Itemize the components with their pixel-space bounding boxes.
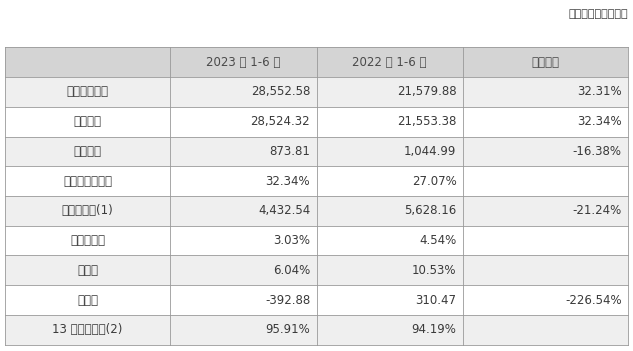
Text: 310.47: 310.47 <box>415 293 456 306</box>
Text: 27.07%: 27.07% <box>412 175 456 188</box>
Text: 净利润: 净利润 <box>77 293 98 306</box>
Text: 增减变动: 增减变动 <box>532 56 560 69</box>
Text: 2022 年 1-6 月: 2022 年 1-6 月 <box>353 56 427 69</box>
Text: -21.24%: -21.24% <box>572 204 622 217</box>
Text: 13 个月继续率(2): 13 个月继续率(2) <box>53 323 123 336</box>
Text: 32.34%: 32.34% <box>266 175 310 188</box>
Text: 赔付支出: 赔付支出 <box>73 145 101 158</box>
Text: -16.38%: -16.38% <box>573 145 622 158</box>
Text: 总投资收益(1): 总投资收益(1) <box>62 204 113 217</box>
Text: 1,044.99: 1,044.99 <box>404 145 456 158</box>
Text: 95.91%: 95.91% <box>265 323 310 336</box>
Text: 32.34%: 32.34% <box>577 115 622 128</box>
Text: 已赚保费增长率: 已赚保费增长率 <box>63 175 112 188</box>
Text: -392.88: -392.88 <box>265 293 310 306</box>
Text: 21,579.88: 21,579.88 <box>397 86 456 99</box>
Text: 已赚保费: 已赚保费 <box>73 115 101 128</box>
Text: 投资收益率: 投资收益率 <box>70 234 105 247</box>
Text: 单位：人民币百万元: 单位：人民币百万元 <box>568 9 628 19</box>
Text: 28,524.32: 28,524.32 <box>251 115 310 128</box>
Text: 3.03%: 3.03% <box>273 234 310 247</box>
Text: 退保率: 退保率 <box>77 264 98 277</box>
Text: 5,628.16: 5,628.16 <box>404 204 456 217</box>
Text: 10.53%: 10.53% <box>412 264 456 277</box>
Text: -226.54%: -226.54% <box>565 293 622 306</box>
Text: 873.81: 873.81 <box>269 145 310 158</box>
Text: 94.19%: 94.19% <box>411 323 456 336</box>
Text: 2023 年 1-6 月: 2023 年 1-6 月 <box>206 56 280 69</box>
Text: 21,553.38: 21,553.38 <box>397 115 456 128</box>
Text: 保险业务收入: 保险业务收入 <box>66 86 109 99</box>
Text: 4,432.54: 4,432.54 <box>258 204 310 217</box>
Text: 6.04%: 6.04% <box>273 264 310 277</box>
Text: 4.54%: 4.54% <box>419 234 456 247</box>
Text: 32.31%: 32.31% <box>577 86 622 99</box>
Text: 28,552.58: 28,552.58 <box>251 86 310 99</box>
